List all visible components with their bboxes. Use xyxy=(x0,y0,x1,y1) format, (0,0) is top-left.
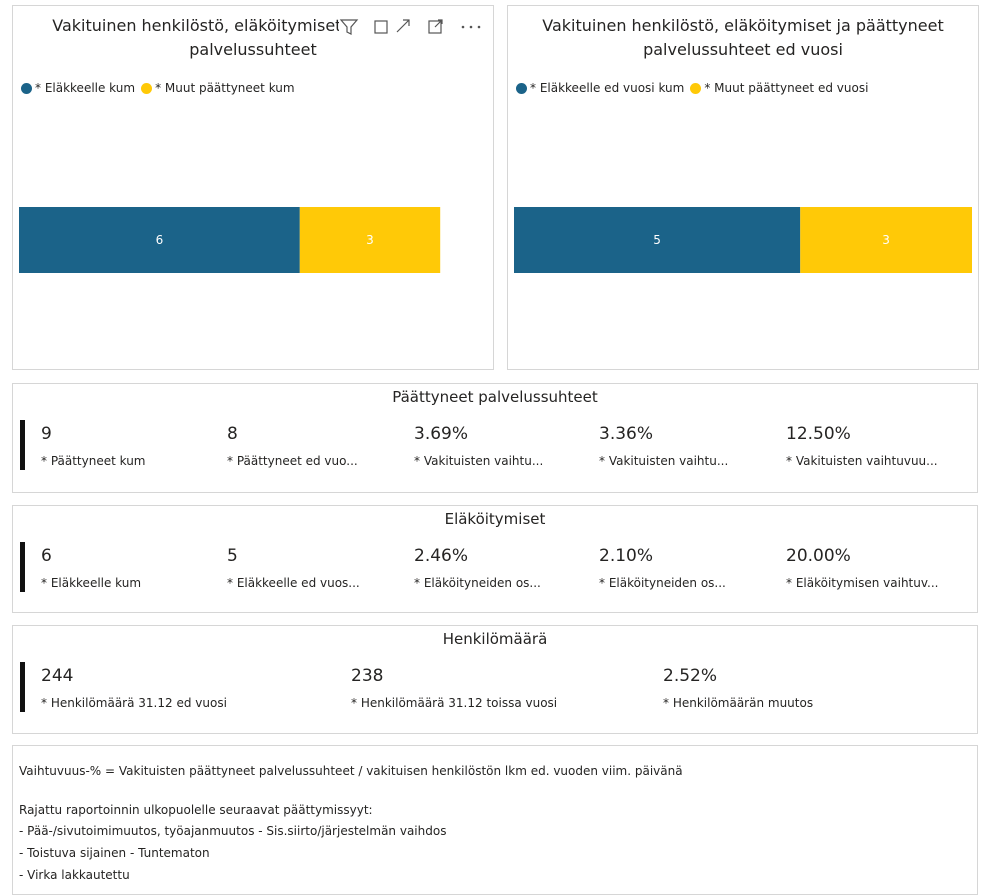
card-value: 2.52% xyxy=(663,666,718,686)
legend-text: * Muut päättyneet ed vuosi xyxy=(704,81,869,95)
bar-segment xyxy=(19,207,300,273)
chart-visual: Vakituinen henkilöstö, eläköitymiset ja … xyxy=(12,5,494,370)
card-group-title: Päättyneet palvelussuhteet xyxy=(392,388,598,406)
card-label: * Vakituisten vaihtu... xyxy=(599,454,729,468)
card-value: 6 xyxy=(41,546,52,566)
card-label: * Henkilömäärä 31.12 ed vuosi xyxy=(41,696,227,710)
data-label: 5 xyxy=(653,233,661,247)
data-label: 3 xyxy=(882,233,890,247)
note-line: Rajattu raportoinnin ulkopuolelle seuraa… xyxy=(19,803,373,817)
card-value: 2.46% xyxy=(414,546,469,566)
filter-icon xyxy=(339,19,359,35)
card-label: * Eläkkeelle ed vuos... xyxy=(227,576,360,590)
legend-dot xyxy=(21,82,32,94)
card-value: 12.50% xyxy=(786,424,851,444)
legend-text: * Eläkkeelle ed vuosi kum xyxy=(530,81,685,95)
card-group: Eläköitymiset 6 * Eläkkeelle kum 5 * Eläkkee… xyxy=(12,505,978,613)
card-group: Henkilömäärä 244 * Henkilömäärä 31.12 ed v… xyxy=(12,625,978,734)
card-value: 20.00% xyxy=(786,546,851,566)
more-dot xyxy=(477,25,481,29)
accent-bar xyxy=(20,662,25,712)
visual-toolbar xyxy=(339,14,493,40)
bar-segment xyxy=(514,207,801,273)
card-value: 2.10% xyxy=(599,546,654,566)
card-label: * Eläköityneiden os... xyxy=(414,576,541,590)
legend-text: * Muut päättyneet kum xyxy=(155,81,295,95)
card-label: * Eläköityneiden os... xyxy=(599,576,726,590)
legend-text: * Eläkkeelle kum xyxy=(35,81,136,95)
note-line: - Virka lakkautettu xyxy=(19,868,130,882)
note-line: - Toistuva sijainen - Tuntematon xyxy=(19,846,210,860)
data-label: 3 xyxy=(366,233,374,247)
note-line: - Pää-/sivutoimimuutos, työajanmuutos - … xyxy=(19,824,447,838)
legend-dot xyxy=(516,82,527,94)
legend-item: * Muut päättyneet kum xyxy=(141,81,295,95)
toolbar-icons xyxy=(339,19,481,35)
focus-arrow xyxy=(434,19,443,28)
legend-item: * Muut päättyneet ed vuosi xyxy=(690,81,868,95)
card-label: * Vakituisten vaihtuvuu... xyxy=(786,454,938,468)
card-value: 5 xyxy=(227,546,238,566)
accent-bar xyxy=(20,420,25,470)
more-dot xyxy=(461,25,465,29)
card-value: 8 xyxy=(227,424,238,444)
note-line: Vaihtuvuus-% = Vakituisten päättyneet pa… xyxy=(19,764,683,778)
card-value: 244 xyxy=(41,666,74,686)
legend-dot xyxy=(141,82,153,94)
card-label: * Eläkkeelle kum xyxy=(41,576,142,590)
chart-visual: Vakituinen henkilöstö, eläköitymiset ja … xyxy=(507,5,979,370)
card-group-title: Henkilömäärä xyxy=(442,630,548,648)
accent-bar xyxy=(20,542,25,592)
drill-icon xyxy=(374,20,388,34)
focus-icon xyxy=(428,20,442,34)
bar-segment xyxy=(299,207,441,273)
legend-item: * Eläkkeelle kum xyxy=(21,81,135,95)
card-value: 3.69% xyxy=(414,424,469,444)
drill-arrow xyxy=(396,19,410,33)
card-label: * Päättyneet ed vuo... xyxy=(227,454,358,468)
card-label: * Henkilömäärän muutos xyxy=(663,696,814,710)
legend-dot xyxy=(690,82,702,94)
chart-title: Vakituinen henkilöstö, eläköitymiset ja … xyxy=(542,16,944,59)
card-label: * Eläköitymisen vaihtuv... xyxy=(786,576,939,590)
legend: * Eläkkeelle kum * Muut päättyneet kum xyxy=(21,81,301,95)
card-label: * Henkilömäärä 31.12 toissa vuosi xyxy=(351,696,558,710)
card-value: 3.36% xyxy=(599,424,654,444)
legend-item: * Eläkkeelle ed vuosi kum xyxy=(516,81,684,95)
more-dot xyxy=(469,25,473,29)
card-group: Päättyneet palvelussuhteet 9 * Päättyneet … xyxy=(12,383,978,493)
card-group-title: Eläköitymiset xyxy=(444,510,546,528)
note-box: Vaihtuvuus-% = Vakituisten päättyneet pa… xyxy=(12,745,978,895)
card-label: * Päättyneet kum xyxy=(41,454,146,468)
legend: * Eläkkeelle ed vuosi kum * Muut päättyne… xyxy=(516,81,874,95)
card-value: 9 xyxy=(41,424,52,444)
card-label: * Vakituisten vaihtu... xyxy=(414,454,544,468)
bar-segment xyxy=(800,207,972,273)
card-value: 238 xyxy=(351,666,384,686)
data-label: 6 xyxy=(156,233,164,247)
